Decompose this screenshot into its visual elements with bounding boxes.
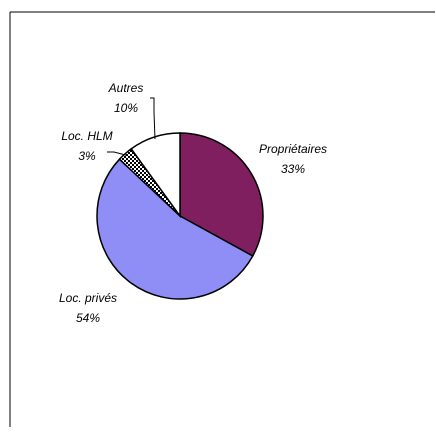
slice-value-loc-prives: 54% [76, 311, 100, 325]
slice-label-loc-hlm: Loc. HLM [61, 129, 112, 143]
slice-value-autres: 10% [114, 101, 138, 115]
leader-line-loc-hlm [107, 151, 127, 156]
slice-value-loc-hlm: 3% [78, 149, 96, 163]
leader-lines [107, 97, 156, 156]
pie-slice-autres [130, 132, 181, 219]
slice-labels: Propriétaires 33% Loc. privés 54% Loc. HLM 3%… [59, 81, 327, 325]
slice-value-proprietaires: 33% [281, 162, 305, 176]
pie-slices [96, 132, 264, 300]
slice-label-autres: Autres [108, 81, 144, 95]
slice-label-loc-prives: Loc. privés [59, 291, 117, 305]
pie-slice-proprietaires [179, 132, 264, 258]
slice-label-proprietaires: Propriétaires [259, 142, 327, 156]
pie-slice-loc-prives [96, 158, 254, 300]
leader-line-autres [150, 97, 156, 139]
